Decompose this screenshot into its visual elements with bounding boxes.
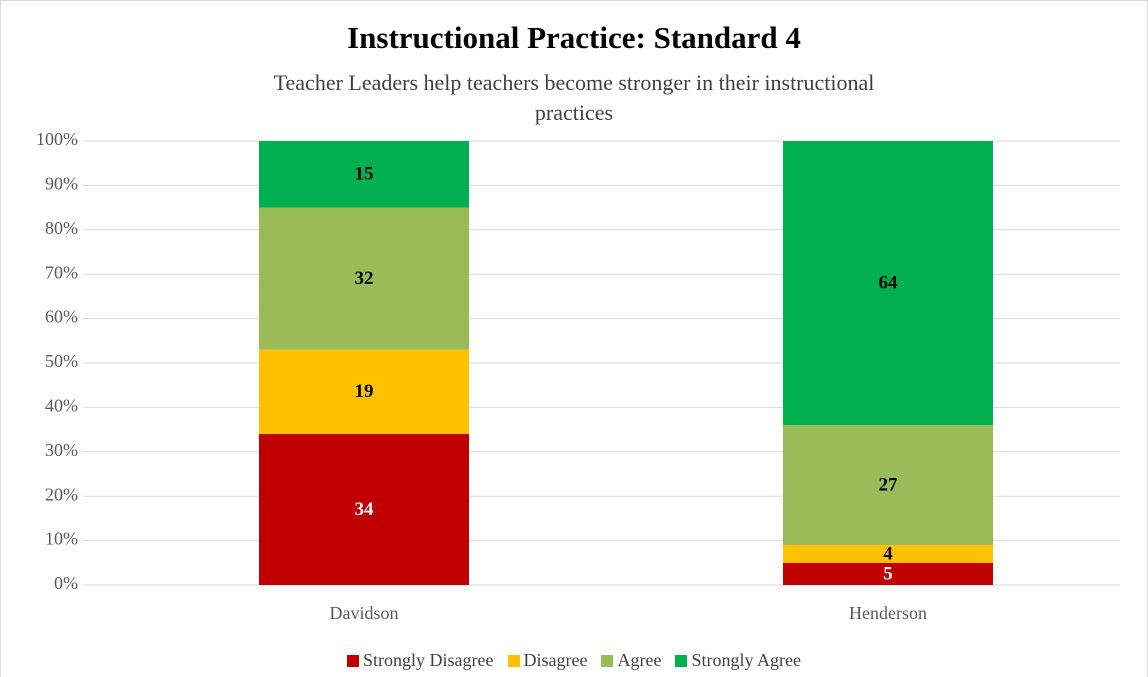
legend-swatch <box>601 654 614 667</box>
legend-item: Strongly Disagree <box>347 650 494 671</box>
bar-segment <box>783 562 993 585</box>
x-tick-label: Henderson <box>849 603 927 623</box>
bar-segment <box>259 434 469 585</box>
data-label: 15 <box>355 164 374 185</box>
bar-segment <box>783 141 993 426</box>
data-label: 64 <box>879 272 899 293</box>
y-tick-label: 80% <box>45 218 78 238</box>
legend-item: Agree <box>601 650 661 671</box>
legend-label: Disagree <box>523 650 588 670</box>
data-label: 32 <box>355 268 374 289</box>
data-label: 19 <box>355 381 374 402</box>
y-tick-label: 50% <box>45 351 78 371</box>
bar-segment <box>259 207 469 350</box>
chart-title: Instructional Practice: Standard 4 <box>347 20 801 55</box>
y-tick-label: 90% <box>45 174 78 194</box>
data-label: 34 <box>355 499 375 520</box>
x-tick-label: Davidson <box>330 603 399 623</box>
y-tick-label: 60% <box>45 307 78 327</box>
y-tick-label: 10% <box>45 529 78 549</box>
legend-item: Disagree <box>507 650 588 671</box>
data-label: 27 <box>879 474 899 495</box>
y-tick-label: 30% <box>45 440 78 460</box>
legend-swatch <box>347 654 360 667</box>
y-tick-label: 0% <box>54 573 78 593</box>
y-tick-label: 70% <box>45 262 78 282</box>
y-tick-label: 100% <box>36 129 78 149</box>
legend-swatch <box>507 654 520 667</box>
bar-segment <box>783 425 993 546</box>
legend-swatch <box>675 654 688 667</box>
bar-segment <box>259 349 469 435</box>
data-label: 5 <box>883 563 893 584</box>
chart-subtitle: Teacher Leaders help teachers become str… <box>273 70 875 125</box>
legend-label: Agree <box>617 650 662 670</box>
bar-segment <box>259 141 469 208</box>
data-label: 4 <box>883 543 893 564</box>
y-tick-label: 40% <box>45 396 78 416</box>
bar-segment <box>783 545 993 563</box>
legend-item: Strongly Agree <box>675 650 801 671</box>
y-tick-label: 20% <box>45 484 78 504</box>
legend: Strongly Disagree Disagree Agree Strongly A… <box>0 650 1148 671</box>
legend-label: Strongly Disagree <box>363 650 494 670</box>
legend-label: Strongly Agree <box>691 650 801 670</box>
